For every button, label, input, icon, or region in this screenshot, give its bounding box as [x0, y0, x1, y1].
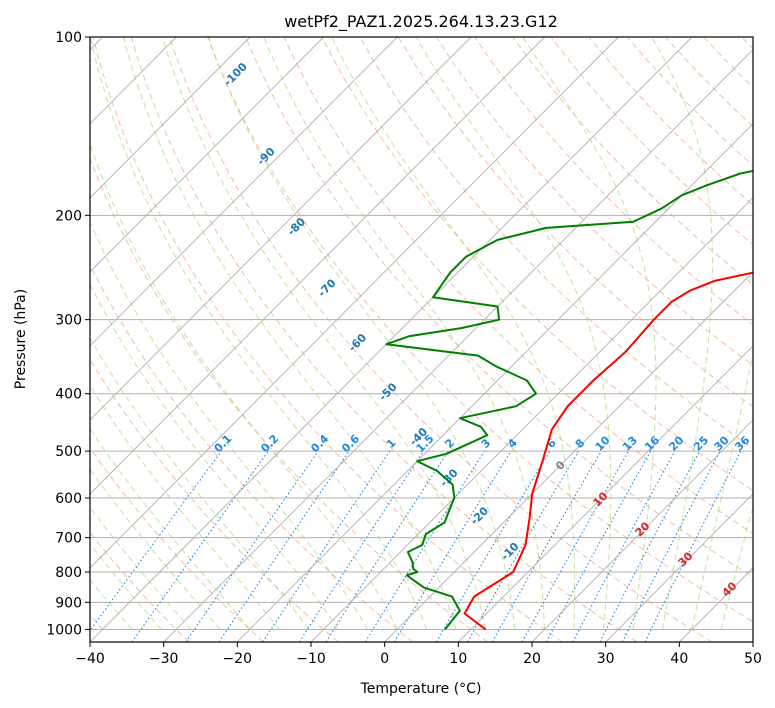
moist-adiabat-line	[90, 427, 251, 630]
dry-adiabat-line	[90, 447, 264, 642]
sounding-series	[385, 169, 753, 631]
x-axis-label: Temperature (°C)	[360, 681, 482, 697]
moist-adiabat-line	[522, 37, 657, 630]
isotherm-line	[457, 345, 753, 642]
y-tick-label: 1000	[46, 622, 82, 638]
mixing-ratio-line	[393, 450, 512, 642]
x-tick-label: 0	[380, 651, 389, 667]
moist-adiabat-line	[90, 283, 339, 630]
isotherm-line	[90, 37, 545, 495]
isotherm-line	[90, 37, 251, 199]
y-axis-ticks: 100 200 300 400 500 600 700 800 900 1000	[46, 30, 90, 638]
isotherm-line	[236, 123, 753, 642]
dry-adiabat-line	[92, 37, 563, 642]
mixing-ratio-line	[545, 450, 652, 642]
isotherm-line	[605, 493, 753, 642]
x-tick-label: 10	[449, 651, 467, 667]
x-tick-label: −30	[149, 651, 179, 667]
isotherm-line	[90, 37, 472, 421]
isotherm-line	[310, 197, 753, 642]
y-axis-label: Pressure (hPa)	[13, 289, 29, 389]
mixing-ratio-line	[621, 450, 721, 642]
y-tick-label: 100	[55, 30, 82, 46]
y-tick-label: 900	[55, 595, 82, 611]
moist-adiabat-line	[90, 37, 428, 630]
mixing-ratio-line	[644, 450, 742, 642]
mixing-ratio-line	[185, 450, 319, 642]
isobar-gridlines	[90, 37, 753, 630]
isotherm-line	[90, 37, 693, 642]
isotherm-line	[90, 37, 619, 569]
dewpoint-profile-line	[385, 169, 753, 631]
moist-adiabat-line	[161, 37, 487, 630]
moist-adiabat-line	[651, 37, 713, 630]
y-tick-label: 300	[55, 313, 82, 329]
isotherm-line	[531, 419, 753, 642]
isotherm-line	[90, 37, 324, 273]
x-tick-label: −40	[75, 651, 105, 667]
y-tick-label: 800	[55, 565, 82, 581]
dry-adiabat-line	[245, 37, 753, 578]
moist-adiabat-line	[691, 352, 753, 630]
dry-adiabat-line	[474, 37, 753, 326]
x-tick-label: 50	[744, 651, 762, 667]
mixing-ratio-line	[572, 450, 676, 642]
x-tick-label: 40	[670, 651, 688, 667]
mixing-ratio-line	[298, 450, 424, 642]
skewed-isotherms	[90, 37, 753, 642]
dry-adiabat-line	[168, 37, 712, 642]
y-tick-label: 600	[55, 491, 82, 507]
x-tick-label: 20	[523, 651, 541, 667]
isotherm-line	[163, 49, 753, 642]
dry-adiabat-line	[130, 37, 638, 642]
isotherm-line	[384, 271, 753, 642]
moist-adiabat-line	[90, 506, 192, 630]
isotherm-line	[90, 37, 398, 347]
chart-title: wetPf2_PAZ1.2025.264.13.23.G12	[284, 12, 558, 32]
moist-adiabat-line	[90, 220, 369, 630]
y-tick-label: 500	[55, 444, 82, 460]
moist-adiabat-line	[263, 37, 545, 630]
moist-adiabat-line	[90, 384, 280, 630]
mixing-ratio-line	[218, 450, 350, 642]
moist-adiabat-line	[90, 468, 221, 630]
moist-adiabat-line	[415, 37, 612, 630]
mixing-ratio-line	[90, 450, 222, 632]
moist-adiabat-line	[90, 337, 310, 630]
dry-adiabat-line	[207, 37, 753, 623]
mixing-ratio-line	[325, 450, 449, 642]
dry-adiabat-line	[321, 37, 753, 492]
x-tick-label: −20	[223, 651, 253, 667]
x-tick-label: 30	[597, 651, 615, 667]
dry-adiabat-line	[512, 37, 753, 286]
mixing-ratio-lines	[90, 450, 742, 642]
mixing-ratio-line	[262, 450, 391, 642]
y-tick-label: 700	[55, 531, 82, 547]
dry-adiabats	[90, 37, 753, 642]
moist-adiabat-line	[207, 37, 516, 630]
dry-adiabat-line	[283, 37, 753, 535]
y-tick-label: 200	[55, 208, 82, 224]
x-tick-label: −10	[296, 651, 326, 667]
x-axis-ticks: −40 −30 −20 −10 0 10 20 30 40 50	[75, 642, 762, 667]
moist-adiabat-line	[90, 543, 162, 630]
mixing-ratio-line	[521, 450, 629, 642]
moist-adiabats	[90, 37, 753, 630]
dry-adiabat-line	[435, 37, 753, 367]
moist-adiabat-line	[720, 504, 753, 630]
dry-adiabat-line	[90, 263, 414, 642]
y-tick-label: 400	[55, 387, 82, 403]
moist-adiabat-line	[90, 579, 133, 630]
temperature-profile-line	[463, 271, 753, 631]
plot-frame	[89, 36, 754, 643]
dry-adiabat-line	[90, 358, 339, 642]
moist-adiabat-line	[123, 37, 457, 630]
